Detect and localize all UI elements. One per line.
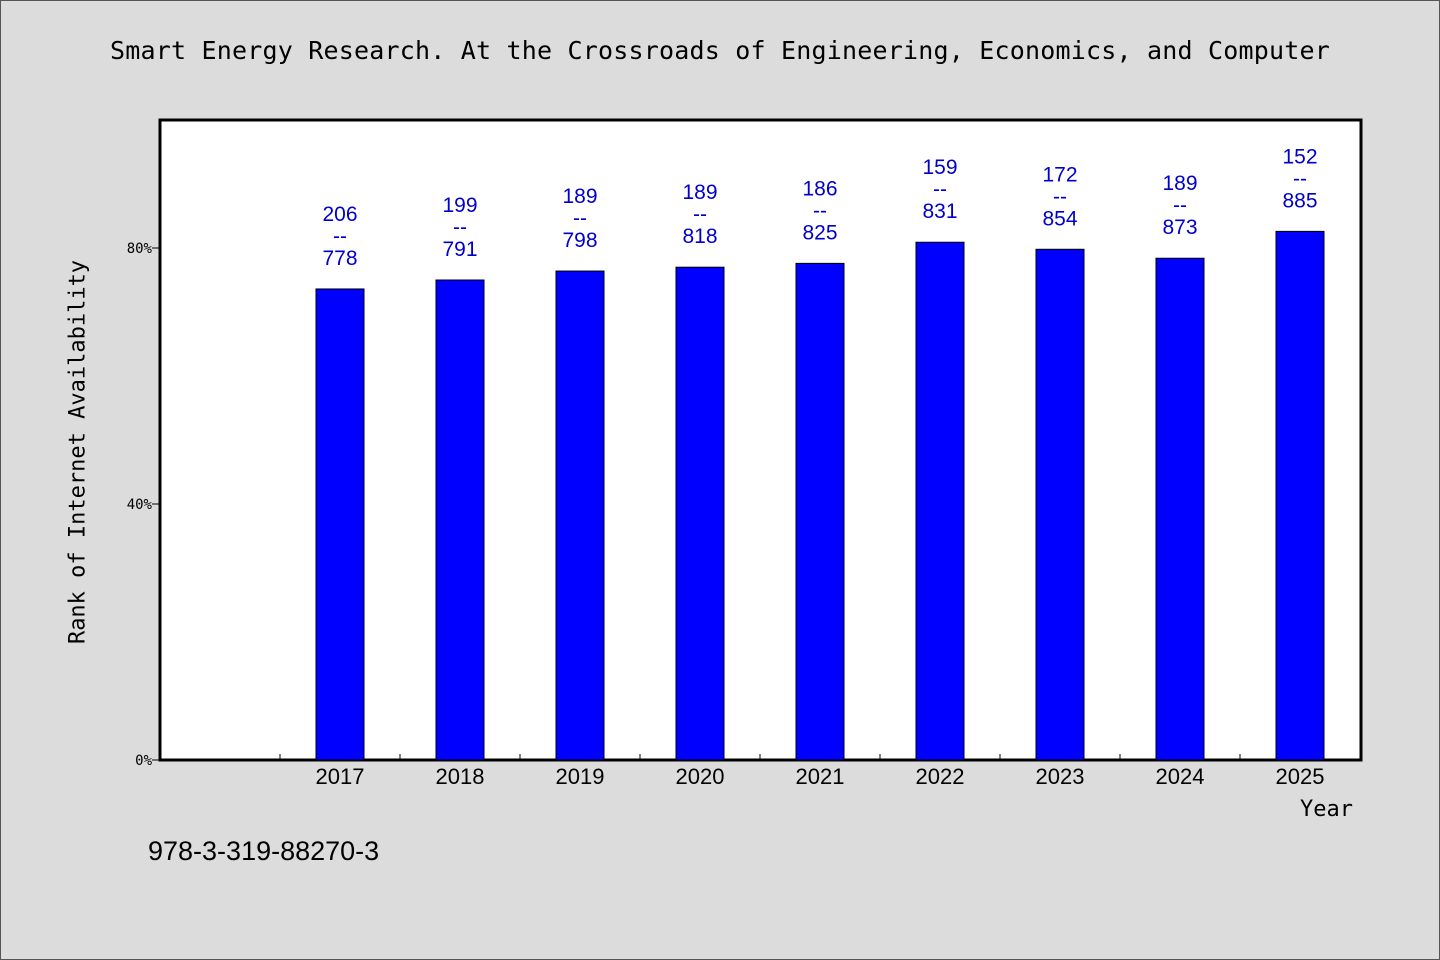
bar-data-label: -- bbox=[933, 178, 947, 201]
bar-data-label: 791 bbox=[442, 238, 477, 261]
bar-data-label: 172 bbox=[1042, 163, 1077, 186]
bar-data-label: 778 bbox=[322, 247, 357, 270]
bar bbox=[315, 288, 365, 761]
bar-data-label: 199 bbox=[442, 194, 477, 217]
bar-data-label: 186 bbox=[802, 177, 837, 200]
bar-data-label: 206 bbox=[322, 203, 357, 226]
y-tick-label: 0% bbox=[135, 753, 152, 769]
y-axis-label: Rank of Internet Availability bbox=[65, 259, 91, 645]
bar-data-label: -- bbox=[1173, 194, 1187, 217]
y-tick-label: 40% bbox=[127, 497, 153, 513]
bar bbox=[795, 262, 845, 761]
x-tick-label: 2020 bbox=[676, 764, 725, 789]
bar-data-label: 885 bbox=[1282, 189, 1317, 212]
bar-data-label: -- bbox=[693, 203, 707, 226]
x-tick-label: 2019 bbox=[556, 764, 605, 789]
x-tick-label: 2021 bbox=[796, 764, 845, 789]
x-tick-label: 2018 bbox=[436, 764, 485, 789]
bar-data-label: -- bbox=[333, 225, 347, 248]
bar-data-label: -- bbox=[813, 199, 827, 222]
isbn-footnote: 978-3-319-88270-3 bbox=[148, 836, 380, 866]
bar-data-label: 152 bbox=[1282, 145, 1317, 168]
bar bbox=[915, 241, 965, 761]
bar-data-label: 873 bbox=[1162, 216, 1197, 239]
bar-data-label: -- bbox=[1053, 185, 1067, 208]
bar bbox=[555, 270, 605, 761]
bar-data-label: 818 bbox=[682, 225, 717, 248]
bar bbox=[1275, 230, 1325, 761]
x-tick-label: 2017 bbox=[316, 764, 365, 789]
bar-data-label: -- bbox=[453, 216, 467, 239]
bar-data-label: -- bbox=[1293, 167, 1307, 190]
bar-data-label: 854 bbox=[1042, 207, 1077, 230]
bar-data-label: 189 bbox=[562, 185, 597, 208]
x-tick-label: 2023 bbox=[1036, 764, 1085, 789]
bar-data-label: 798 bbox=[562, 229, 597, 252]
bar-data-label: 189 bbox=[1162, 172, 1197, 195]
x-axis-label: Year bbox=[1300, 797, 1353, 822]
bar bbox=[675, 266, 725, 761]
bar-data-label: 189 bbox=[682, 181, 717, 204]
x-tick-label: 2024 bbox=[1156, 764, 1205, 789]
bar-data-label: -- bbox=[573, 207, 587, 230]
bar-data-label: 159 bbox=[922, 156, 957, 179]
y-tick-label: 80% bbox=[127, 241, 153, 257]
x-tick-label: 2022 bbox=[916, 764, 965, 789]
x-tick-label: 2025 bbox=[1276, 764, 1325, 789]
bar bbox=[1155, 257, 1205, 761]
bar bbox=[1035, 248, 1085, 761]
bar bbox=[435, 279, 485, 761]
chart-title: Smart Energy Research. At the Crossroads… bbox=[109, 36, 1331, 65]
bar-data-label: 825 bbox=[802, 221, 837, 244]
bar-data-label: 831 bbox=[922, 200, 957, 223]
